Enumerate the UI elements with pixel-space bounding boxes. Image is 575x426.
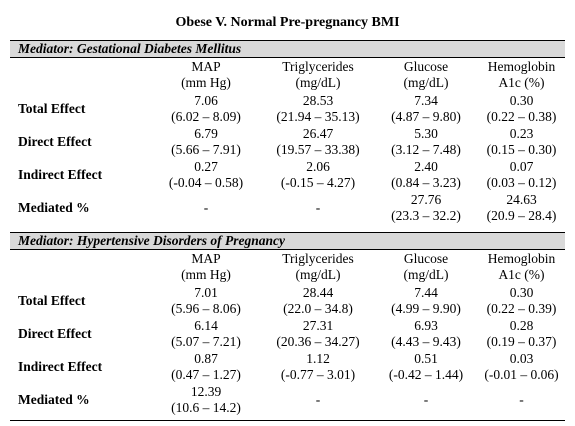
mediator-hdp-label: Mediator: Hypertensive Disorders of Preg… — [10, 232, 565, 250]
table-row: Mediated % 12.39 (10.6 – 14.2) - - - — [10, 383, 565, 416]
header-row: MAP (mm Hg) Triglycerides (mg/dL) Glucose(… — [10, 250, 565, 284]
table-cell: 12.39 (10.6 – 14.2) — [171, 383, 241, 415]
mediator-gdm-label: Mediator: Gestational Diabetes Mellitus — [10, 40, 565, 58]
bottom-rule — [10, 420, 565, 421]
table-cell: 0.30 (0.22 – 0.38) — [486, 92, 557, 124]
col-header-map: MAP (mm Hg) — [181, 251, 231, 282]
col-header-hba1c: Hemoglobin A1c (%) — [487, 251, 556, 282]
table-row: Indirect Effect 0.87 (0.47 – 1.27) 1.12 (-… — [10, 350, 565, 383]
header-row: MAP (mm Hg) Triglycerides (mg/dL) Glucose(… — [10, 58, 565, 92]
table-cell: 1.12 (-0.77 – 3.01) — [280, 350, 356, 382]
table-cell: 0.51 (-0.42 – 1.44) — [388, 350, 464, 382]
table-cell: - — [315, 391, 321, 407]
table-cell: 5.30 (3.12 – 7.48) — [391, 125, 461, 157]
table-cell: 2.06 (-0.15 – 4.27) — [280, 158, 356, 190]
table-cell: 7.34 (4.87 – 9.80) — [391, 92, 461, 124]
table-row: Direct Effect 6.14 (5.07 – 7.21) 27.31 (20… — [10, 317, 565, 350]
table-row: Indirect Effect 0.27 (-0.04 – 0.58) 2.06(… — [10, 158, 565, 191]
table-cell: 27.76 (23.3 – 32.2) — [391, 191, 461, 223]
row-label: Total Effect — [18, 100, 86, 116]
table-row: Total Effect 7.01 (5.96 – 8.06) 28.44 (22.… — [10, 284, 565, 317]
table-cell: 0.87 (0.47 – 1.27) — [171, 350, 241, 382]
table-cell: 0.28 (0.19 – 0.37) — [486, 317, 557, 349]
col-header-map: MAP (mm Hg) — [181, 59, 231, 90]
table-cell: 27.31 (20.36 – 34.27) — [276, 317, 360, 349]
table-cell: 26.47 (19.57 – 33.38) — [276, 125, 360, 157]
row-label: Indirect Effect — [18, 358, 103, 374]
table-row: Mediated % - - 27.76 (23.3 – 32.2) 24.63(… — [10, 191, 565, 224]
row-label: Total Effect — [18, 292, 86, 308]
section-hdp: MAP (mm Hg) Triglycerides (mg/dL) Glucose(… — [10, 250, 565, 416]
row-label: Mediated % — [18, 199, 90, 215]
table-row: Total Effect 7.06 (6.02 – 8.09) 28.53 (21.… — [10, 92, 565, 125]
table-row: Direct Effect 6.79 (5.66 – 7.91) 26.47 (19… — [10, 125, 565, 158]
col-header-triglycerides: Triglycerides (mg/dL) — [282, 59, 354, 90]
table-cell: - — [315, 199, 321, 215]
table-cell: 0.30 (0.22 – 0.39) — [486, 284, 557, 316]
row-label: Direct Effect — [18, 325, 92, 341]
row-label: Direct Effect — [18, 133, 92, 149]
table-cell: - — [423, 391, 429, 407]
col-header-hba1c: Hemoglobin A1c (%) — [487, 59, 556, 90]
table-cell: 28.44 (22.0 – 34.8) — [283, 284, 353, 316]
table-cell: - — [519, 391, 524, 407]
table-cell: 24.63 (20.9 – 28.4) — [486, 191, 557, 223]
table-cell: 0.03 (-0.01 – 0.06) — [484, 350, 559, 382]
table-cell: 7.01 (5.96 – 8.06) — [171, 284, 241, 316]
table-cell: - — [203, 199, 209, 215]
col-header-triglycerides: Triglycerides (mg/dL) — [282, 251, 354, 282]
table-cell: 28.53 (21.94 – 35.13) — [276, 92, 360, 124]
table-cell: 0.27 (-0.04 – 0.58) — [168, 158, 244, 190]
table-cell: 0.07 (0.03 – 0.12) — [486, 158, 557, 190]
table-cell: 7.06 (6.02 – 8.09) — [171, 92, 241, 124]
table-cell: 0.23 (0.15 – 0.30) — [486, 125, 557, 157]
table-cell: 6.79 (5.66 – 7.91) — [171, 125, 241, 157]
table-cell: 2.40 (0.84 – 3.23) — [391, 158, 461, 190]
col-header-glucose: Glucose (mg/dL) — [403, 251, 449, 282]
row-label: Indirect Effect — [18, 166, 103, 182]
table-cell: 7.44 (4.99 – 9.90) — [391, 284, 461, 316]
col-header-glucose: Glucose (mg/dL) — [403, 59, 449, 90]
table-title: Obese V. Normal Pre-pregnancy BMI — [175, 15, 400, 30]
table-cell: 6.14 (5.07 – 7.21) — [171, 317, 241, 349]
table-cell: 6.93 (4.43 – 9.43) — [391, 317, 461, 349]
row-label: Mediated % — [18, 391, 90, 407]
section-gdm: MAP (mm Hg) Triglycerides (mg/dL) Glucose(… — [10, 58, 565, 224]
